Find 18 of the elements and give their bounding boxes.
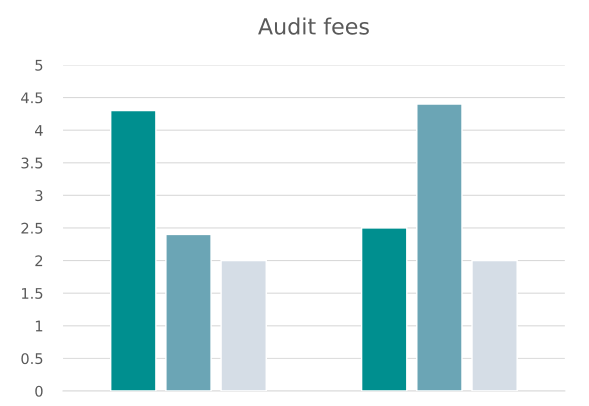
- y-tick-label: 2.5: [21, 222, 42, 234]
- bar: [110, 110, 157, 391]
- bar: [416, 103, 463, 391]
- y-tick-label: 2: [35, 255, 42, 266]
- bar: [220, 260, 267, 391]
- y-tick-label: 4.5: [21, 92, 42, 104]
- bar: [165, 234, 212, 391]
- bar: [360, 227, 408, 391]
- y-tick-label: 1: [36, 320, 42, 332]
- y-tick-label: 5: [35, 60, 42, 71]
- chart-title: Audit fees: [258, 18, 369, 35]
- y-tick-label: 3: [35, 190, 42, 202]
- bar: [471, 260, 518, 391]
- y-tick-label: 0: [35, 386, 43, 397]
- y-tick-label: 3.5: [22, 157, 42, 169]
- y-tick-label: 0.5: [21, 353, 42, 364]
- y-tick-label: 1.5: [22, 288, 42, 299]
- y-tick-label: 4: [35, 125, 43, 136]
